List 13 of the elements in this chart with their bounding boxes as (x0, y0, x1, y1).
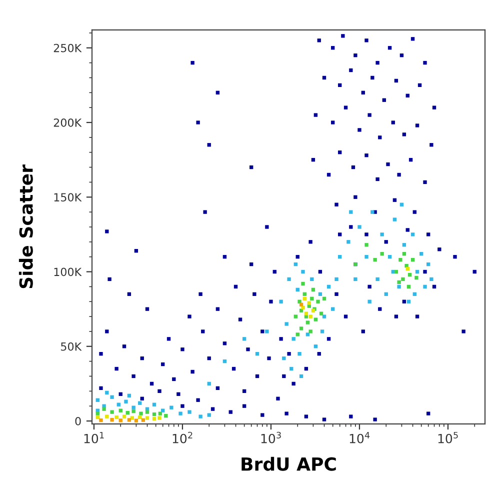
x-axis-title: BrdU APC (242, 456, 336, 471)
y-tick-label: 50K (61, 342, 82, 351)
x-tick-label: 10$^{4}$ (350, 432, 370, 444)
y-axis-title: Side Scatter (18, 164, 33, 288)
y-tick-label: 0 (75, 416, 81, 426)
y-tick-label: 150K (54, 193, 82, 202)
x-tick-label: 10$^{2}$ (172, 432, 192, 444)
y-tick-label: 100K (54, 268, 82, 276)
x-tick-label: 10$^{1}$ (84, 432, 104, 444)
y-tick-label: 250K (54, 44, 82, 52)
x-tick-label: 10$^{3}$ (261, 432, 281, 444)
x-tick-label: 10$^{5}$ (438, 432, 458, 444)
y-tick-label: 200K (54, 118, 82, 127)
